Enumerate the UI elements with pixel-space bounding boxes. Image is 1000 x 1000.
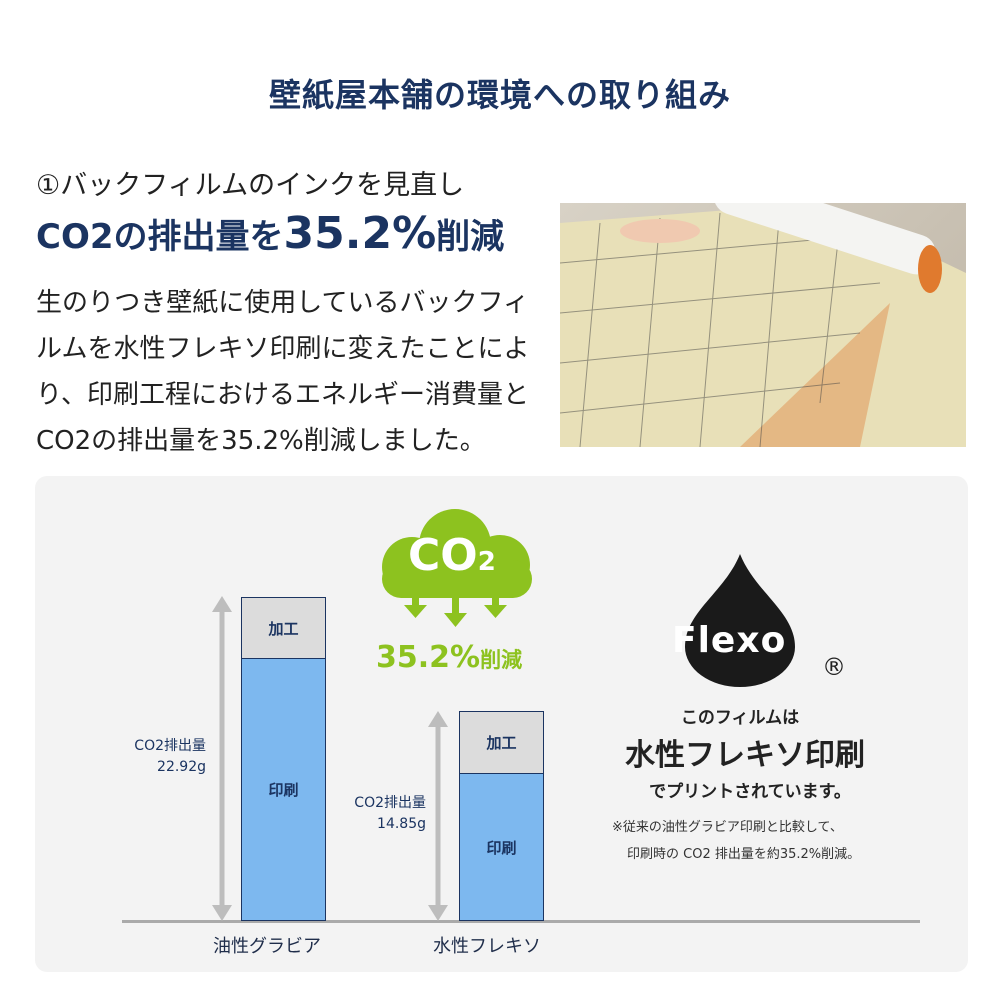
bar-gravure: 加工 印刷 bbox=[241, 597, 326, 921]
bar-flexo: 加工 印刷 bbox=[459, 711, 544, 921]
cloud-co: CO bbox=[408, 530, 478, 581]
flexo-drop-icon bbox=[685, 554, 795, 687]
co2-cloud-icon bbox=[382, 509, 532, 627]
total-label-flexo: CO2排出量 14.85g bbox=[354, 795, 426, 832]
cloud-sub: 2 bbox=[477, 547, 496, 577]
segment-processing: 加工 bbox=[242, 598, 325, 658]
flexo-line2: 水性フレキソ印刷 bbox=[625, 738, 865, 773]
flexo-note1: ※従来の油性グラビア印刷と比較して、 bbox=[612, 820, 843, 835]
chart-baseline bbox=[122, 920, 920, 923]
flexo-logo-text: Flexo bbox=[672, 620, 787, 661]
headline-post: 削減 bbox=[436, 217, 505, 257]
page-title: 壁紙屋本舗の環境への取り組み bbox=[268, 76, 731, 114]
total-arrow-flexo bbox=[428, 711, 448, 921]
reduction-label: 35.2%削減 bbox=[376, 640, 522, 675]
total-arrow-gravure bbox=[212, 596, 232, 921]
total-label-gravure: CO2排出量 22.92g bbox=[134, 738, 206, 775]
flexo-line1: このフィルムは bbox=[680, 708, 800, 728]
headline-value: 35.2% bbox=[283, 208, 437, 259]
segment-printing: 印刷 bbox=[242, 658, 325, 920]
registered-mark: ® bbox=[822, 653, 846, 681]
segment-printing: 印刷 bbox=[460, 773, 543, 920]
flexo-note2: 印刷時の CO2 排出量を約35.2%削減。 bbox=[627, 847, 861, 862]
wallpaper-roll-illustration bbox=[560, 203, 966, 447]
headline: CO2の排出量を35.2%削減 bbox=[36, 208, 504, 259]
x-label-gravure: 油性グラビア bbox=[213, 936, 321, 957]
cloud-text: CO2 bbox=[408, 530, 496, 581]
segment-processing: 加工 bbox=[460, 712, 543, 774]
reduction-suffix: 削減 bbox=[480, 648, 523, 672]
section-heading: ①バックフィルムのインクを見直し bbox=[36, 170, 465, 201]
product-photo bbox=[560, 203, 966, 447]
section-body: 生のりつき壁紙に使用しているバックフィルムを水性フレキソ印刷に変えたことにより、… bbox=[36, 288, 530, 456]
reduction-value: 35.2% bbox=[376, 640, 481, 675]
headline-pre: CO2の排出量を bbox=[36, 217, 284, 257]
x-label-flexo: 水性フレキソ bbox=[433, 936, 541, 957]
flexo-line3: でプリントされています。 bbox=[649, 782, 851, 802]
